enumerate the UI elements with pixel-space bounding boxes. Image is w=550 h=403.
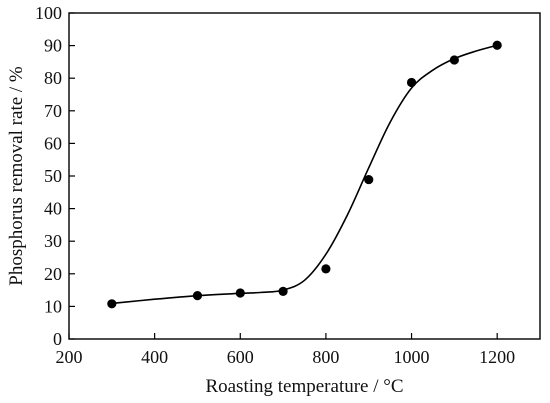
y-tick-label: 40 <box>44 199 62 219</box>
x-axis-ticks: 200 400 600 800 1000 1200 <box>56 333 515 367</box>
y-tick-label: 80 <box>44 68 62 88</box>
data-point <box>278 286 288 297</box>
data-points <box>107 40 502 309</box>
fit-curve-group <box>111 44 498 305</box>
y-tick-label: 70 <box>44 101 62 121</box>
fit-curve <box>111 44 498 305</box>
y-axis-title: Phosphorus removal rate / % <box>6 66 27 286</box>
y-tick-label: 0 <box>53 329 62 349</box>
y-tick-label: 100 <box>35 3 62 23</box>
y-tick-label: 20 <box>44 264 62 284</box>
data-point <box>364 174 374 185</box>
x-tick-label: 1200 <box>479 347 515 367</box>
y-tick-label: 60 <box>44 133 62 153</box>
data-point <box>492 40 502 50</box>
data-point <box>235 288 245 298</box>
data-point <box>192 291 203 301</box>
x-tick-label: 800 <box>312 347 339 367</box>
plot-frame <box>68 12 541 340</box>
data-point <box>406 77 417 88</box>
x-tick-label: 1000 <box>394 347 430 367</box>
data-point <box>449 55 459 65</box>
data-point <box>321 264 331 274</box>
plot-border <box>68 12 541 340</box>
x-axis-title: Roasting temperature / °C <box>205 376 403 397</box>
x-tick-label: 600 <box>227 347 254 367</box>
x-tick-label: 200 <box>56 347 83 367</box>
y-axis-ticks: 0 10 20 30 40 50 60 70 80 90 100 <box>35 3 75 349</box>
y-tick-label: 90 <box>44 36 62 56</box>
y-tick-label: 50 <box>44 166 62 186</box>
data-point <box>107 299 117 309</box>
y-tick-label: 10 <box>44 296 62 316</box>
x-tick-label: 400 <box>141 347 168 367</box>
y-tick-label: 30 <box>44 231 62 251</box>
